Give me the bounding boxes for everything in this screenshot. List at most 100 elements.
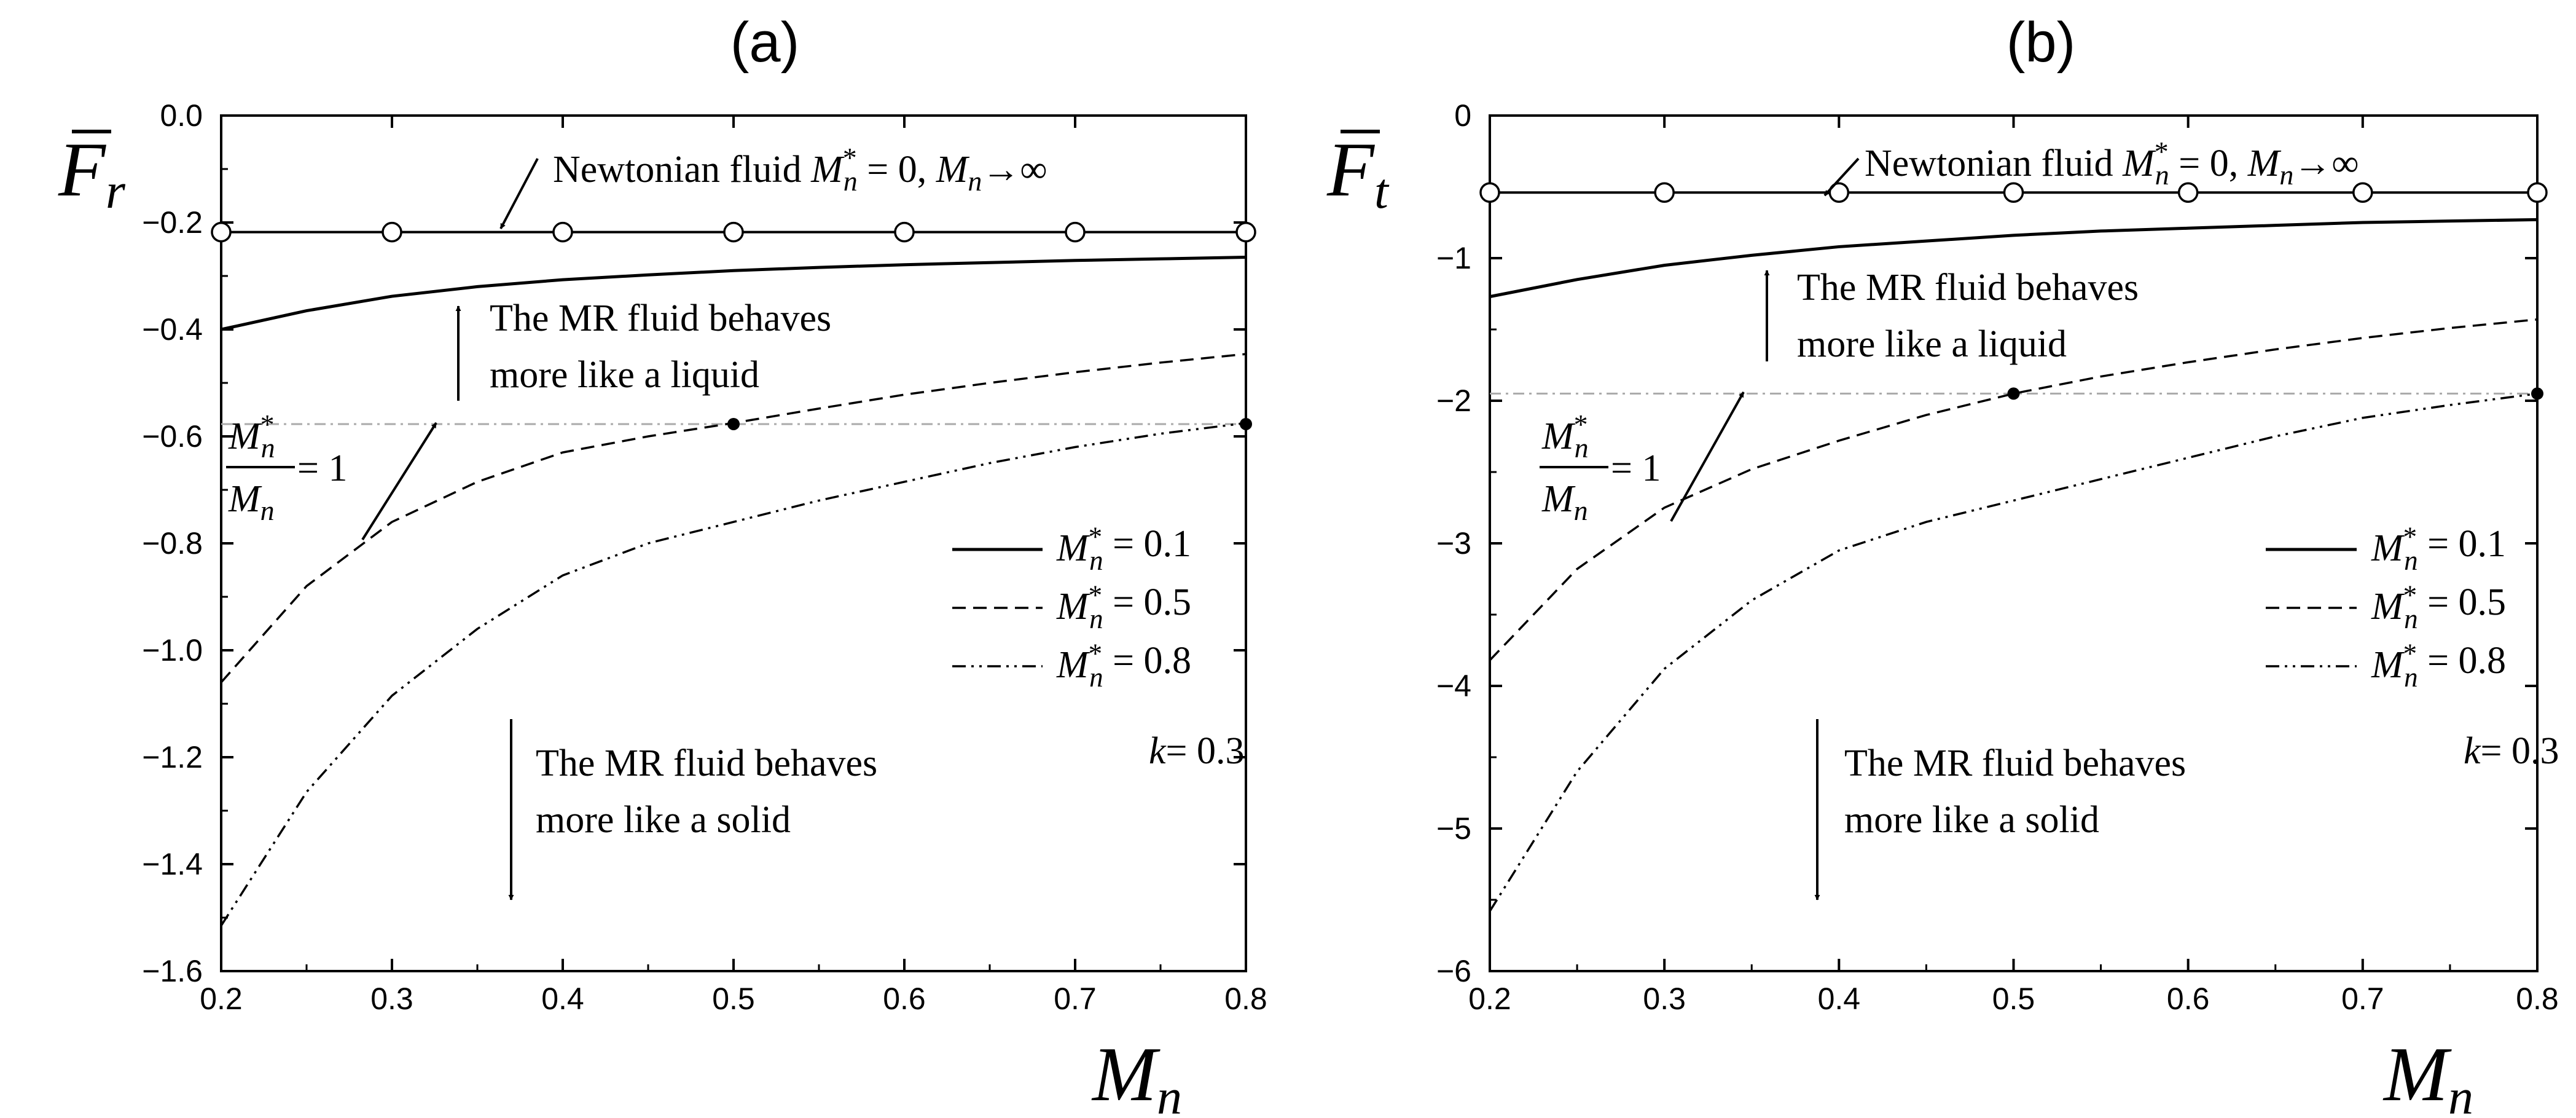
newtonian-marker (723, 221, 744, 243)
y-tick-label: −1.6 (142, 954, 203, 988)
legend-label-1-star: * (2403, 521, 2417, 552)
legend-label-3-sub: n (1089, 662, 1103, 693)
newtonian-label-prefix: Newtonian fluid (1865, 143, 2123, 184)
solid-label-line1: The MR fluid behaves (1844, 742, 2186, 784)
y-axis-title-main: F (58, 127, 107, 213)
x-tick-label: 0.4 (541, 982, 584, 1016)
legend-label-1-m: M (2371, 527, 2405, 569)
panel-b: (b) 0.2 0.3 0.4 0.5 0.6 0.7 0.8 0 −1 −2 −3 −4 −5 −6 Mn F… (1326, 11, 2559, 1118)
ratio-denominator: Mn (228, 478, 275, 526)
newtonian-label-prefix: Newtonian fluid (553, 149, 811, 191)
newtonian-label-sub: n (844, 165, 858, 197)
newtonian-arrow (1823, 157, 1860, 197)
legend-label-3-m: M (2371, 644, 2405, 686)
legend-label-2-sub: n (2404, 604, 2418, 634)
legend-value-3: = 0.8 (2418, 640, 2506, 682)
newtonian-label-m: M (2122, 143, 2156, 184)
ratio-numerator-m: M (228, 415, 262, 457)
solid-label-line2: more like a solid (1844, 799, 2099, 841)
newtonian-marker (2177, 182, 2199, 203)
ratio-equals: = 1 (297, 447, 347, 489)
x-tick-label: 0.2 (1468, 982, 1511, 1016)
legend-label-1-m: M (1056, 527, 1090, 569)
legend-label-1-sub: n (2404, 545, 2418, 576)
liquid-label-line1: The MR fluid behaves (1797, 267, 2139, 309)
k-label: k= 0.3 (2464, 730, 2559, 772)
liquid-label-line2: more like a liquid (490, 354, 759, 396)
y-tick-label: −0.8 (142, 526, 203, 561)
legend-label-2-sub: n (1089, 604, 1103, 634)
newtonian-marker (552, 221, 573, 243)
legend-label-3-m-star: M* n = 0.8 (2371, 638, 2506, 692)
y-tick-label: 0 (1454, 98, 1471, 133)
legend-label-3-sub: n (2404, 662, 2418, 693)
panel-label: (b) (2006, 11, 2075, 74)
x-tick-label: 0.3 (1643, 982, 1686, 1016)
newtonian-marker (894, 221, 915, 243)
ratio-denominator-m: M (1541, 478, 1576, 520)
y-tick-label: −1.2 (142, 740, 203, 774)
liquid-label-line1: The MR fluid behaves (490, 297, 831, 339)
newtonian-marker (1654, 182, 1675, 203)
y-tick-label: −1.0 (142, 633, 203, 667)
ratio-arrow (361, 422, 437, 541)
y-axis-title: Ft (1326, 127, 1390, 219)
k-label-k: k (2464, 730, 2481, 772)
ratio-point (1240, 417, 1252, 430)
newtonian-marker (1479, 182, 1500, 203)
y-tick-label: −0.6 (142, 419, 203, 454)
newtonian-marker (1065, 221, 1086, 243)
legend-label-3-star: * (1089, 638, 1103, 669)
legend-label-3-m-star: M* n = 0.8 (1056, 638, 1191, 692)
legend-value-2: = 0.5 (2418, 581, 2506, 623)
legend-label-2-star: * (1089, 580, 1103, 610)
ratio-numerator: M* n (1541, 409, 1589, 463)
legend-label-1-m-star: M* n = 0.1 (2371, 521, 2506, 575)
legend-label-2-star: * (2403, 580, 2417, 610)
y-tick-label: −3 (1436, 526, 1471, 561)
y-axis-title-sub: t (1374, 163, 1390, 219)
newtonian-label-sub: n (2155, 159, 2169, 191)
ratio-numerator-star: * (1574, 409, 1588, 440)
k-label: k= 0.3 (1149, 730, 1245, 772)
ratio-arrow (1670, 392, 1745, 522)
legend-value-1: = 0.1 (1103, 523, 1191, 565)
legend-label-1-m-star: M* n = 0.1 (1056, 521, 1191, 575)
newtonian-marker (211, 221, 232, 243)
newtonian-label-m2: M (936, 149, 970, 191)
x-tick-label: 0.5 (1992, 982, 2035, 1016)
ratio-numerator-sub: n (261, 432, 275, 463)
panel-a: (a) 0.2 0.3 0.4 0.5 0.6 0.7 0.8 0.0 −0.2 −0.4 −0.6 −… (58, 11, 1267, 1118)
newtonian-marker (382, 221, 402, 243)
x-tick-label: 0.5 (712, 982, 755, 1016)
x-tick-label: 0.6 (2167, 982, 2210, 1016)
x-axis-title: Mn (2382, 1032, 2473, 1118)
newtonian-label-eq: = 0, (858, 149, 936, 191)
newtonian-marker (2352, 182, 2373, 203)
series-line-1 (221, 256, 1247, 331)
y-axis-title-main: F (1326, 127, 1376, 213)
x-tick-label: 0.2 (200, 982, 243, 1016)
x-tick-label: 0.6 (883, 982, 926, 1016)
newtonian-label-limit: →∞ (982, 149, 1047, 191)
legend-label-3-star: * (2403, 638, 2417, 669)
newtonian-arrow (499, 158, 539, 229)
y-tick-label: −5 (1436, 811, 1471, 846)
liquid-label-line2: more like a liquid (1797, 323, 2067, 365)
ratio-point (727, 417, 740, 430)
legend-value-3: = 0.8 (1103, 640, 1191, 682)
legend-label-3-m: M (1056, 644, 1090, 686)
solid-label-line1: The MR fluid behaves (536, 742, 877, 784)
ratio-numerator-m: M (1541, 415, 1576, 457)
ratio-denominator: Mn (1541, 478, 1588, 526)
newtonian-marker (1235, 221, 1256, 243)
newtonian-label: Newtonian fluid M* n = 0, Mn→∞ (1865, 136, 2359, 191)
y-axis-title-sub: r (106, 163, 126, 219)
ratio-point (2007, 387, 2020, 400)
legend-label-1-sub: n (1089, 545, 1103, 576)
k-label-value: = 0.3 (1166, 730, 1245, 772)
series-line-3 (220, 422, 1247, 926)
newtonian-label-limit: →∞ (2293, 143, 2359, 184)
legend-label-2-m-star: M* n = 0.5 (1056, 580, 1191, 634)
